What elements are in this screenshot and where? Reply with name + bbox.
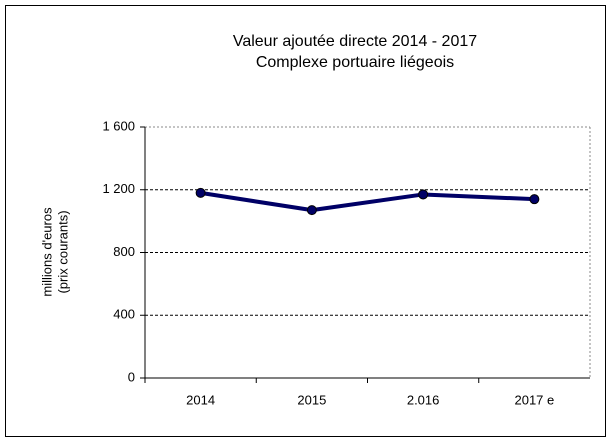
y-tick-label: 1 200 xyxy=(102,181,135,196)
chart-frame xyxy=(5,5,606,437)
x-tick-label: 2015 xyxy=(297,392,326,407)
y-axis-label: (prix courants) xyxy=(55,210,70,293)
x-tick-label: 2.016 xyxy=(407,392,440,407)
marker xyxy=(418,189,429,200)
chart-subtitle: Complexe portuaire liégeois xyxy=(256,54,454,71)
marker xyxy=(529,194,540,205)
y-axis-label: millions d'euros xyxy=(39,207,54,297)
y-tick-label: 1 600 xyxy=(102,118,135,133)
marker xyxy=(195,187,206,198)
y-tick-label: 0 xyxy=(128,369,135,384)
y-tick-label: 400 xyxy=(113,307,135,322)
x-tick-label: 2014 xyxy=(186,392,215,407)
line xyxy=(200,190,535,213)
x-tick-label: 2017 e xyxy=(514,392,554,407)
chart-title: Valeur ajoutée directe 2014 - 2017 xyxy=(233,33,477,50)
marker xyxy=(306,205,317,216)
y-tick-label: 800 xyxy=(113,244,135,259)
